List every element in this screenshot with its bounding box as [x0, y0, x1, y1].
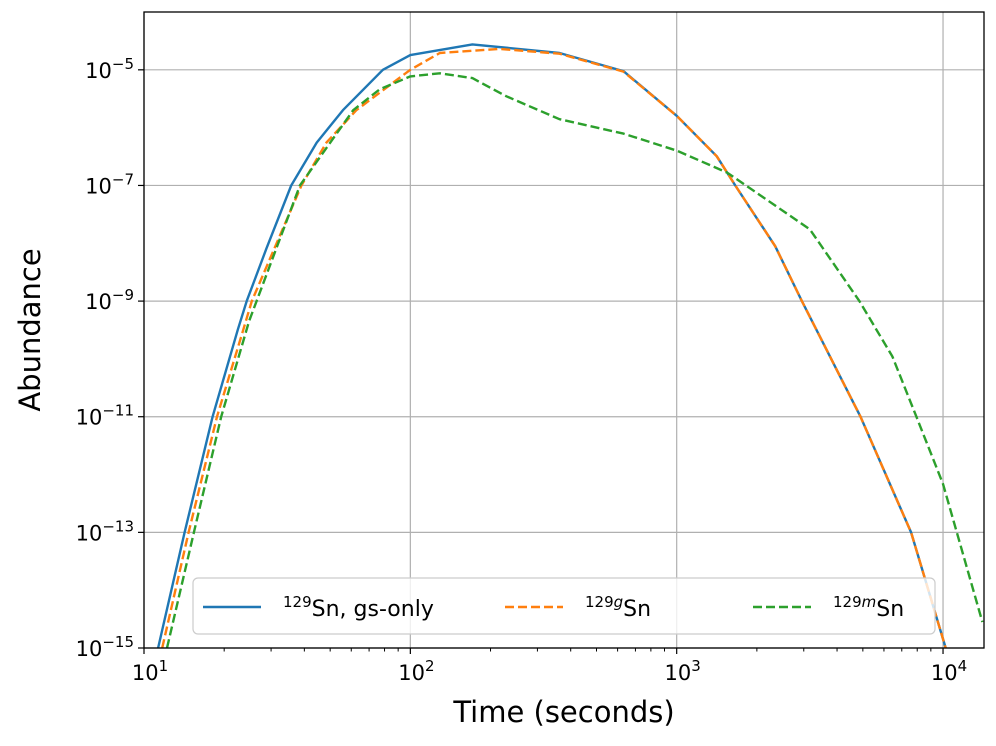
legend-label: 129Sn, gs-only [283, 593, 434, 622]
legend-label: 129mSn [833, 593, 904, 622]
y-tick-label: 10−7 [85, 170, 134, 198]
y-tick-label: 10−13 [76, 517, 134, 545]
series-line [165, 72, 984, 648]
x-tick-label: 101 [132, 657, 168, 685]
y-tick-label: 10−11 [76, 402, 134, 430]
x-tick-label: 102 [398, 657, 434, 685]
legend-box [192, 577, 936, 635]
grid [143, 12, 984, 649]
x-tick-label: 104 [931, 657, 967, 685]
series-line [161, 47, 947, 648]
y-tick-label: 10−9 [85, 286, 134, 314]
legend: 129Sn, gs-only 129gSn 129mSn [192, 577, 936, 635]
series-lines [156, 43, 984, 648]
x-axis-label: Time (seconds) [452, 695, 674, 729]
axis-ticks: 101 102 103 104 10−15 10−13 10−11 10−9 10−7 10−5 [76, 55, 968, 685]
series-line [156, 43, 947, 648]
plot-frame [143, 11, 985, 649]
y-axis-label: Abundance [13, 248, 47, 411]
legend-label: 129gSn [585, 593, 651, 622]
x-tick-label: 103 [665, 657, 701, 685]
y-tick-label: 10−15 [76, 633, 134, 661]
y-tick-label: 10−5 [85, 55, 134, 83]
